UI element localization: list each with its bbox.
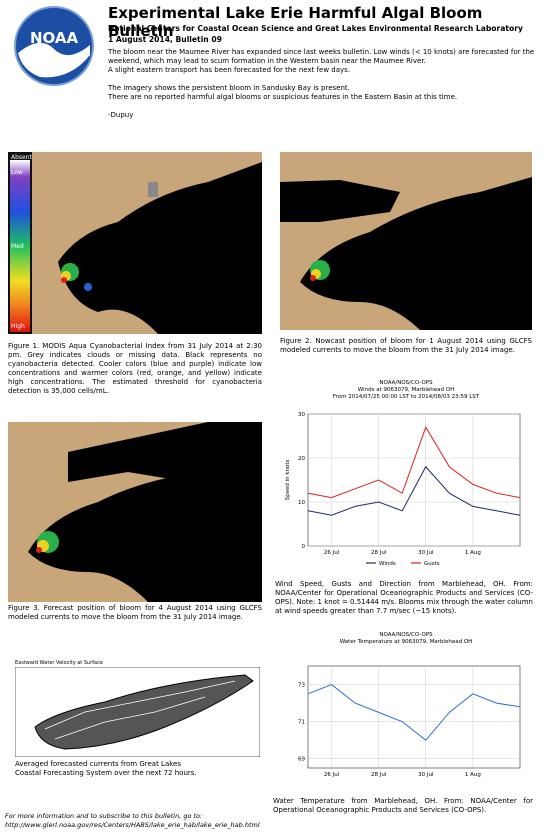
- logo-text: NOAA: [30, 29, 79, 47]
- x-tick-label: 28 Jul: [371, 550, 387, 556]
- data-line: [307, 426, 521, 499]
- y-axis-label: Speed in knots: [285, 459, 291, 500]
- caption: Figure 1. MODIS Aqua Cyanobacterial Inde…: [8, 342, 262, 395]
- caption: Water Temperature from Marblehead, OH. F…: [273, 797, 533, 814]
- currents-title: Eastward Water Velocity at Surface: [15, 660, 103, 666]
- paragraph: There are no reported harmful algal bloo…: [108, 93, 458, 101]
- figure-3-map: [8, 422, 262, 602]
- colorbar-label: Absent: [11, 154, 33, 161]
- issue: 1 August 2014, Bulletin 09: [108, 35, 222, 44]
- footer: For more information and to subscribe to…: [5, 812, 260, 830]
- text-block: The bloom near the Maumee River has expa…: [108, 48, 536, 120]
- y-tick-label: 71: [298, 720, 305, 726]
- chart-subtitle: Winds at 9063079, Marblehead OH: [358, 387, 454, 393]
- x-tick-label: 1 Aug: [465, 772, 481, 778]
- chart-note: From 2014/07/25 00:00 LST to 2014/08/03 …: [333, 394, 480, 400]
- chart-title: NOAA/NOS/CO-OPS: [379, 380, 433, 386]
- y-tick-label: 20: [298, 456, 305, 462]
- colorbar-label: High: [11, 323, 25, 330]
- subtitle: National Centers for Coastal Ocean Scien…: [108, 24, 523, 33]
- chart-title: NOAA/NOS/CO-OPS: [379, 632, 433, 638]
- caption: Figure 3. Forecast position of bloom for…: [8, 604, 262, 621]
- caption: Averaged forecasted currents from Great …: [15, 760, 197, 777]
- caption: Wind Speed, Gusts and Direction from Mar…: [275, 580, 533, 615]
- caption: Figure 2. Nowcast position of bloom for …: [280, 337, 532, 354]
- data-line: [307, 465, 521, 516]
- colorbar-label: Med: [11, 243, 24, 250]
- x-tick-label: 26 Jul: [324, 550, 340, 556]
- currents-map: [15, 667, 260, 757]
- plot-area: [307, 665, 521, 769]
- y-tick-label: 10: [298, 500, 305, 506]
- footer-text: For more information and to subscribe to…: [5, 812, 203, 820]
- y-tick-label: 69: [298, 757, 305, 763]
- paragraph: -Dupuy: [108, 111, 134, 119]
- x-tick-label: 26 Jul: [324, 772, 340, 778]
- footer-url: http://www.glerl.noaa.gov/res/Centers/HA…: [5, 821, 260, 829]
- y-tick-label: 30: [298, 412, 305, 418]
- paragraph: The imagery shows the persistent bloom i…: [108, 84, 350, 92]
- x-tick-label: 1 Aug: [465, 550, 481, 556]
- chart-subtitle: Water Temperature at 9063079, Marblehead…: [340, 639, 473, 645]
- x-tick-label: 28 Jul: [371, 772, 387, 778]
- data-line: [307, 683, 521, 741]
- y-tick-label: 0: [302, 544, 306, 550]
- x-tick-label: 30 Jul: [418, 550, 434, 556]
- figure-2-map: [280, 152, 532, 330]
- paragraph: A slight eastern transport has been fore…: [108, 66, 351, 74]
- noaa-logo: NOAA: [14, 6, 94, 86]
- colorbar-label: Low: [11, 169, 23, 176]
- legend-label: Winds: [379, 561, 396, 567]
- legend-label: Gusts: [424, 561, 440, 567]
- y-tick-label: 73: [298, 683, 305, 689]
- paragraph: The bloom near the Maumee River has expa…: [108, 48, 535, 65]
- figure-1-map: Absent Low Med High: [8, 152, 262, 334]
- title: Experimental Lake Erie Harmful Algal Blo…: [108, 4, 483, 40]
- plot-area: [307, 413, 521, 547]
- x-tick-label: 30 Jul: [418, 772, 434, 778]
